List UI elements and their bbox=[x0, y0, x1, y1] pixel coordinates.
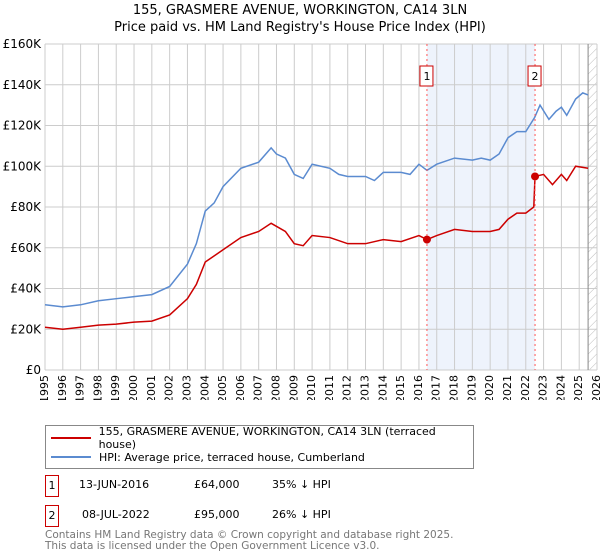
x-tick-label: 2000 bbox=[127, 375, 140, 400]
sale-date: 13-JUN-2016 bbox=[79, 478, 150, 491]
legend-item-property: 155, GRASMERE AVENUE, WORKINGTON, CA14 3… bbox=[46, 425, 473, 451]
y-tick-label: £40K bbox=[10, 282, 42, 296]
x-tick-label: 2003 bbox=[180, 375, 193, 400]
x-tick-label: 2015 bbox=[394, 375, 407, 400]
x-tick-label: 2002 bbox=[163, 375, 176, 400]
sale-marker-box: 2 bbox=[45, 505, 59, 527]
y-tick-label: £100K bbox=[3, 159, 43, 173]
series-line bbox=[44, 92, 589, 308]
sale-label-box bbox=[419, 65, 434, 87]
chart-title: 155, GRASMERE AVENUE, WORKINGTON, CA14 3… bbox=[132, 3, 468, 18]
x-tick-label: 2025 bbox=[572, 375, 585, 400]
x-tick-label: 2022 bbox=[519, 375, 532, 400]
x-tick-label: 2001 bbox=[145, 375, 158, 400]
legend-swatch-red bbox=[51, 437, 91, 439]
x-tick-label: 1996 bbox=[56, 375, 69, 400]
footer-line-1: Contains HM Land Registry data © Crown c… bbox=[45, 529, 454, 541]
x-tick-label: 2024 bbox=[554, 375, 567, 400]
legend-label: HPI: Average price, terraced house, Cumb… bbox=[99, 450, 365, 464]
x-tick-label: 2014 bbox=[376, 375, 389, 400]
x-tick-label: 2007 bbox=[252, 375, 265, 400]
x-tick-label: 2008 bbox=[269, 375, 282, 400]
x-tick-label: 2012 bbox=[341, 375, 354, 400]
x-tick-label: 2023 bbox=[537, 375, 550, 400]
y-tick-label: £120K bbox=[3, 119, 43, 133]
y-tick-label: £160K bbox=[3, 37, 43, 51]
x-tick-label: 2010 bbox=[305, 375, 318, 400]
x-tick-label: 2016 bbox=[412, 375, 425, 400]
x-tick-label: 2017 bbox=[430, 375, 443, 400]
x-tick-label: 2005 bbox=[216, 375, 229, 400]
sale-row-1: 1 13-JUN-2016 £64,000 35% ↓ HPI bbox=[45, 475, 600, 497]
sale-point bbox=[422, 235, 431, 244]
legend-item-hpi: HPI: Average price, terraced house, Cumb… bbox=[46, 448, 365, 466]
legend-swatch-blue bbox=[51, 456, 91, 458]
chart-subtitle: Price paid vs. HM Land Registry's House … bbox=[114, 20, 486, 35]
sale-hpi-diff: 35% ↓ HPI bbox=[272, 478, 331, 491]
x-tick-label: 2009 bbox=[287, 375, 300, 400]
footer-line-2: This data is licensed under the Open Gov… bbox=[45, 540, 380, 552]
x-tick-label: 2026 bbox=[590, 375, 600, 400]
x-tick-label: 1999 bbox=[109, 375, 122, 400]
sale-date: 08-JUL-2022 bbox=[82, 508, 150, 521]
sale-hpi-diff: 26% ↓ HPI bbox=[272, 508, 331, 521]
y-tick-label: £80K bbox=[10, 200, 42, 214]
x-tick-label: 2021 bbox=[501, 375, 514, 400]
x-tick-label: 1998 bbox=[91, 375, 104, 400]
plot-area: 1995 1996 1997 1998 1999 2000 2001 2002 2003 2004… bbox=[3, 37, 600, 400]
y-tick-label: £140K bbox=[3, 78, 43, 92]
sale-point bbox=[531, 172, 540, 181]
sale-price: £95,000 bbox=[194, 508, 240, 521]
x-tick-label: 2020 bbox=[483, 375, 496, 400]
series-line bbox=[44, 165, 589, 331]
x-tick-label: 2018 bbox=[448, 375, 461, 400]
x-tick-label: 1995 bbox=[38, 375, 51, 400]
x-tick-label: 2019 bbox=[465, 375, 478, 400]
sale-label: 2 bbox=[532, 70, 539, 83]
sale-label-box bbox=[527, 65, 542, 87]
legend-label: 155, GRASMERE AVENUE, WORKINGTON, CA14 3… bbox=[98, 425, 436, 451]
sale-label: 1 bbox=[423, 70, 430, 83]
sale-price: £64,000 bbox=[194, 478, 240, 491]
footer: Contains HM Land Registry data © Crown c… bbox=[45, 530, 453, 552]
x-tick-label: 2011 bbox=[323, 375, 336, 400]
x-tick-label: 2004 bbox=[198, 375, 211, 400]
y-tick-label: £20K bbox=[10, 322, 42, 336]
x-tick-label: 1997 bbox=[74, 375, 87, 400]
x-tick-label: 2013 bbox=[359, 375, 372, 400]
y-tick-label: £0 bbox=[26, 363, 41, 377]
sale-marker-box: 1 bbox=[45, 475, 59, 497]
x-tick-label: 2006 bbox=[234, 375, 247, 400]
sale-row-2: 2 08-JUL-2022 £95,000 26% ↓ HPI bbox=[45, 505, 600, 527]
y-tick-label: £60K bbox=[10, 241, 42, 255]
legend: 155, GRASMERE AVENUE, WORKINGTON, CA14 3… bbox=[45, 425, 474, 469]
